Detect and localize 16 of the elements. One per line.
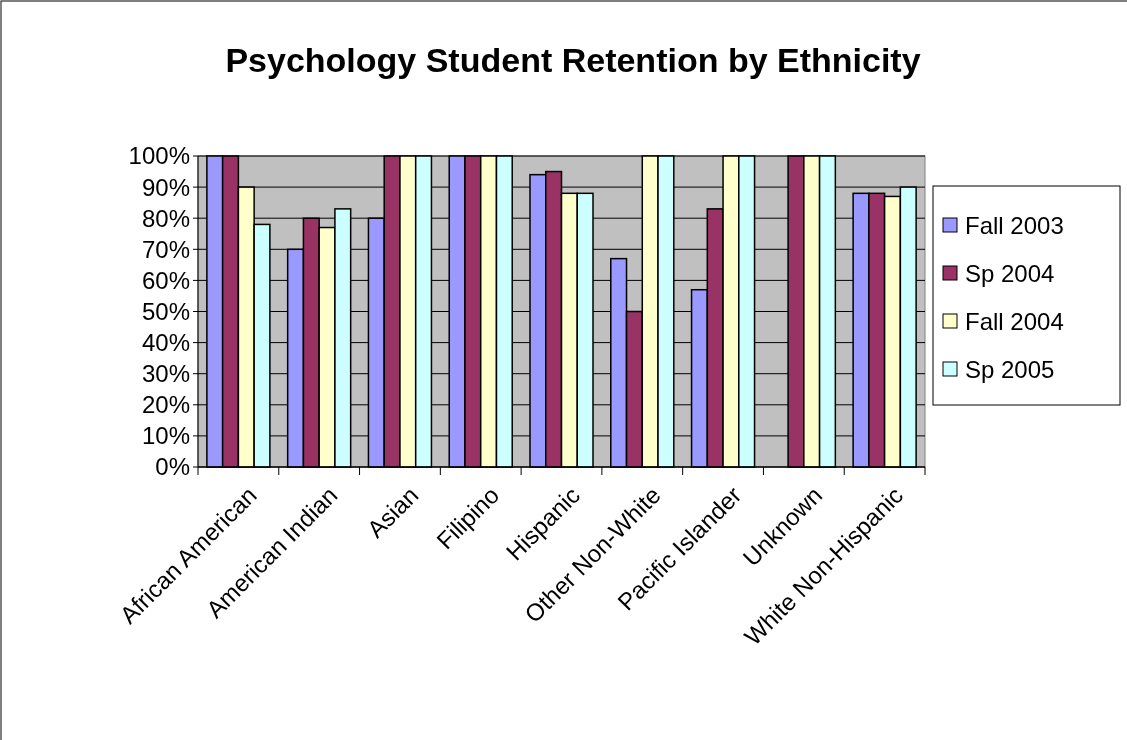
y-tick-label: 70% xyxy=(141,235,190,263)
legend-label: Sp 2005 xyxy=(965,356,1055,384)
y-tick-label: 40% xyxy=(141,329,190,356)
y-tick-label: 60% xyxy=(141,266,190,294)
y-tick-label: 90% xyxy=(141,173,190,201)
y-tick-label: 80% xyxy=(141,204,190,232)
legend-label: Fall 2004 xyxy=(965,308,1064,336)
chart-title: Psychology Student Retention by Ethnicity xyxy=(225,41,921,79)
y-tick-label: 10% xyxy=(141,422,190,450)
legend-label: Sp 2004 xyxy=(965,260,1055,288)
y-tick-label: 20% xyxy=(141,391,190,419)
y-tick-label: 50% xyxy=(141,297,190,325)
y-tick-label: 0% xyxy=(155,453,190,481)
y-tick-label: 30% xyxy=(141,360,190,388)
legend-label: Fall 2003 xyxy=(965,212,1064,240)
y-tick-label: 100% xyxy=(128,142,190,170)
